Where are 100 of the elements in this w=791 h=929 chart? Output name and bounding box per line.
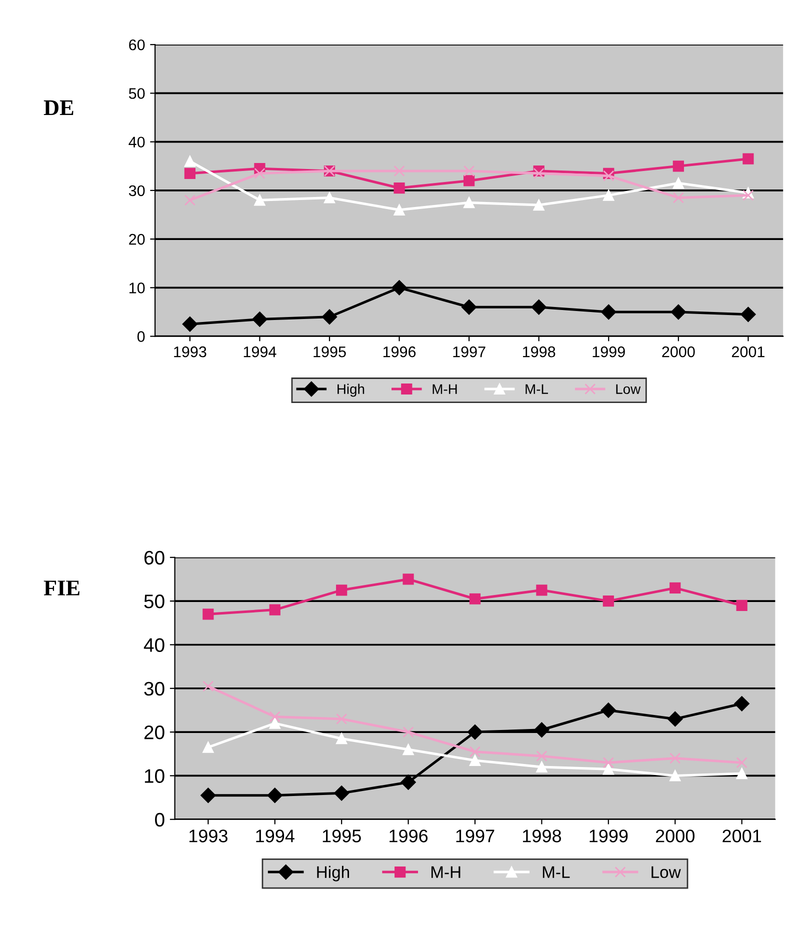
x-tick-label: 1995	[314, 346, 346, 358]
x-tick-label: 1995	[322, 830, 361, 842]
point	[202, 742, 214, 753]
point	[182, 316, 198, 332]
point	[267, 788, 282, 803]
x-tick-label: 1998	[523, 830, 562, 842]
point	[469, 746, 481, 758]
point	[672, 192, 684, 204]
y-tick-label: 20	[129, 234, 145, 245]
x-tick-label: 1997	[456, 830, 494, 842]
point	[602, 596, 614, 607]
point	[200, 788, 216, 803]
point	[334, 786, 350, 801]
point	[269, 711, 280, 722]
point	[670, 752, 681, 764]
y-tick-label: 30	[128, 185, 145, 196]
point	[269, 718, 280, 729]
point	[740, 306, 756, 322]
point	[402, 726, 414, 738]
y-tick-label: 50	[144, 594, 164, 608]
y-tick-label: 60	[144, 550, 164, 565]
point	[672, 178, 684, 189]
point	[461, 300, 477, 315]
point	[394, 204, 405, 216]
point	[252, 312, 268, 327]
text: DE	[44, 100, 74, 116]
point	[536, 584, 548, 596]
legend-label: M-H	[431, 866, 460, 878]
y-tick-label: 60	[129, 39, 145, 50]
x-tick-label: 1994	[244, 346, 276, 358]
point	[336, 713, 348, 725]
x-tick-label: 2001	[732, 346, 764, 358]
point	[536, 750, 548, 762]
point	[670, 582, 681, 594]
x-tick-label: 1994	[256, 830, 294, 842]
point	[394, 182, 405, 194]
point	[254, 194, 266, 206]
point	[602, 764, 614, 775]
point	[734, 696, 750, 712]
text: FIE	[44, 580, 80, 596]
point	[668, 711, 683, 727]
point	[336, 733, 348, 744]
point	[469, 754, 481, 766]
point	[670, 304, 686, 320]
point	[742, 153, 754, 164]
x-tick-label: 1993	[174, 346, 206, 358]
point	[184, 168, 196, 179]
x-tick-label: 1998	[523, 346, 556, 358]
point	[531, 300, 546, 315]
point	[742, 190, 754, 201]
point	[600, 702, 616, 718]
y-tick-label: 10	[144, 769, 164, 783]
point	[601, 304, 616, 320]
point	[467, 724, 483, 740]
x-tick-label: 1999	[592, 346, 625, 358]
point	[464, 165, 475, 177]
point	[269, 604, 280, 616]
point	[603, 170, 614, 182]
point	[184, 194, 196, 206]
legend-label: M-L	[526, 384, 548, 394]
point	[464, 197, 475, 208]
x-tick-label: 2001	[722, 830, 762, 842]
legend-label: M-H	[432, 384, 457, 394]
y-tick-label: 40	[144, 638, 164, 652]
x-tick-label: 1999	[590, 830, 628, 842]
point	[202, 608, 214, 620]
point	[324, 192, 336, 204]
point	[536, 761, 548, 773]
point	[392, 280, 407, 296]
point	[402, 744, 414, 756]
legend-label: Low	[652, 866, 681, 878]
y-tick-label: 40	[128, 136, 145, 148]
point	[534, 722, 550, 738]
point	[602, 757, 614, 768]
x-tick-label: 1996	[390, 830, 428, 842]
y-tick-label: 0	[155, 812, 164, 827]
point	[533, 168, 544, 179]
y-tick-label: 10	[129, 282, 145, 294]
legend-label: High	[317, 866, 350, 882]
point	[469, 593, 481, 604]
point	[184, 156, 196, 167]
point	[254, 168, 266, 179]
point	[394, 165, 405, 177]
x-tick-label: 1993	[189, 830, 228, 842]
point	[736, 600, 748, 611]
point	[402, 574, 414, 585]
point	[672, 160, 684, 172]
point	[322, 309, 338, 324]
y-tick-label: 20	[144, 726, 164, 740]
y-tick-label: 0	[137, 331, 145, 342]
point	[202, 680, 214, 692]
x-tick-label: 1996	[383, 346, 416, 358]
point	[670, 770, 681, 782]
x-tick-label: 1997	[453, 346, 486, 358]
point	[736, 757, 748, 768]
point	[464, 175, 475, 186]
point	[603, 190, 614, 201]
y-tick-label: 30	[144, 682, 164, 696]
x-tick-label: 2000	[662, 346, 695, 358]
legend-label: Low	[616, 384, 641, 394]
